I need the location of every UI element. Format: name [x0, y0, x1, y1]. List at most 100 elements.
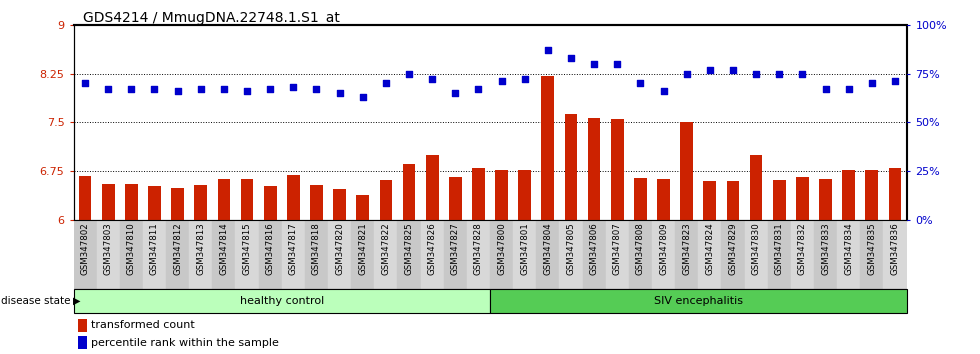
Point	[170, 88, 185, 94]
Bar	[120, 220, 143, 289]
Bar	[865, 170, 878, 220]
Bar	[172, 188, 184, 220]
Point	[749, 71, 764, 76]
Bar	[680, 122, 693, 220]
Point	[448, 90, 464, 96]
Bar	[490, 289, 906, 313]
Point	[123, 86, 139, 92]
Point	[841, 86, 857, 92]
Bar	[444, 220, 466, 289]
Text: GSM347831: GSM347831	[775, 222, 784, 275]
Bar	[472, 168, 485, 220]
Bar	[536, 220, 560, 289]
Point	[516, 77, 532, 82]
Point	[817, 86, 833, 92]
Bar	[767, 220, 791, 289]
Point	[470, 86, 486, 92]
Bar	[704, 181, 716, 220]
Bar	[611, 119, 623, 220]
Text: disease state: disease state	[1, 296, 71, 306]
Point	[586, 61, 602, 67]
Bar	[305, 220, 328, 289]
Text: GSM347801: GSM347801	[520, 222, 529, 275]
Bar	[495, 170, 508, 220]
Bar	[398, 220, 420, 289]
Bar	[675, 220, 698, 289]
Bar	[102, 184, 115, 220]
Bar	[564, 114, 577, 220]
Point	[679, 71, 695, 76]
Point	[285, 85, 301, 90]
Text: GSM347835: GSM347835	[867, 222, 876, 275]
Point	[656, 88, 671, 94]
Text: percentile rank within the sample: percentile rank within the sample	[91, 338, 279, 348]
Bar	[282, 220, 305, 289]
Text: GSM347827: GSM347827	[451, 222, 460, 275]
Text: GSM347818: GSM347818	[312, 222, 321, 275]
Point	[564, 55, 579, 61]
Point	[77, 81, 93, 86]
Bar	[490, 220, 514, 289]
Text: GSM347832: GSM347832	[798, 222, 807, 275]
Bar	[860, 220, 883, 289]
Text: healthy control: healthy control	[240, 296, 323, 306]
Text: GSM347820: GSM347820	[335, 222, 344, 275]
Point	[632, 81, 648, 86]
Bar	[403, 164, 416, 220]
Text: GSM347810: GSM347810	[126, 222, 136, 275]
Text: transformed count: transformed count	[91, 320, 195, 330]
Text: GSM347803: GSM347803	[104, 222, 113, 275]
Point	[864, 81, 880, 86]
Bar	[143, 220, 166, 289]
Bar	[518, 170, 531, 220]
Point	[239, 88, 255, 94]
Bar	[629, 220, 652, 289]
Bar	[658, 178, 670, 220]
Bar	[606, 220, 629, 289]
Bar	[837, 220, 860, 289]
Bar	[698, 220, 721, 289]
Text: GSM347825: GSM347825	[405, 222, 414, 275]
Bar	[264, 186, 276, 220]
Text: GSM347806: GSM347806	[590, 222, 599, 275]
Bar	[560, 220, 582, 289]
Text: SIV encephalitis: SIV encephalitis	[654, 296, 743, 306]
Bar	[883, 220, 906, 289]
Bar	[542, 76, 555, 220]
Bar	[449, 177, 462, 220]
Bar	[514, 220, 536, 289]
Text: GSM347813: GSM347813	[196, 222, 205, 275]
Point	[887, 79, 903, 84]
Point	[610, 61, 625, 67]
Point	[771, 71, 787, 76]
Point	[795, 71, 810, 76]
Point	[540, 47, 556, 53]
Bar	[310, 185, 322, 220]
Point	[378, 81, 394, 86]
Point	[355, 94, 370, 100]
Text: GSM347811: GSM347811	[150, 222, 159, 275]
Bar	[425, 155, 438, 220]
Text: GSM347833: GSM347833	[821, 222, 830, 275]
Text: GSM347823: GSM347823	[682, 222, 691, 275]
Bar	[652, 220, 675, 289]
Text: ▶: ▶	[73, 296, 80, 306]
Text: GSM347807: GSM347807	[612, 222, 621, 275]
Bar	[773, 180, 786, 220]
Bar	[745, 220, 767, 289]
Bar	[374, 220, 398, 289]
Point	[401, 71, 416, 76]
Text: GSM347816: GSM347816	[266, 222, 274, 275]
Point	[263, 86, 278, 92]
Text: GSM347814: GSM347814	[220, 222, 228, 275]
Point	[193, 86, 209, 92]
Bar	[357, 195, 369, 220]
Text: GSM347834: GSM347834	[844, 222, 854, 275]
Text: GSM347800: GSM347800	[497, 222, 506, 275]
Text: GDS4214 / MmugDNA.22748.1.S1_at: GDS4214 / MmugDNA.22748.1.S1_at	[83, 11, 340, 25]
Bar	[74, 220, 97, 289]
Point	[216, 86, 231, 92]
Text: GSM347805: GSM347805	[566, 222, 575, 275]
Bar	[218, 178, 230, 220]
Bar	[194, 185, 207, 220]
